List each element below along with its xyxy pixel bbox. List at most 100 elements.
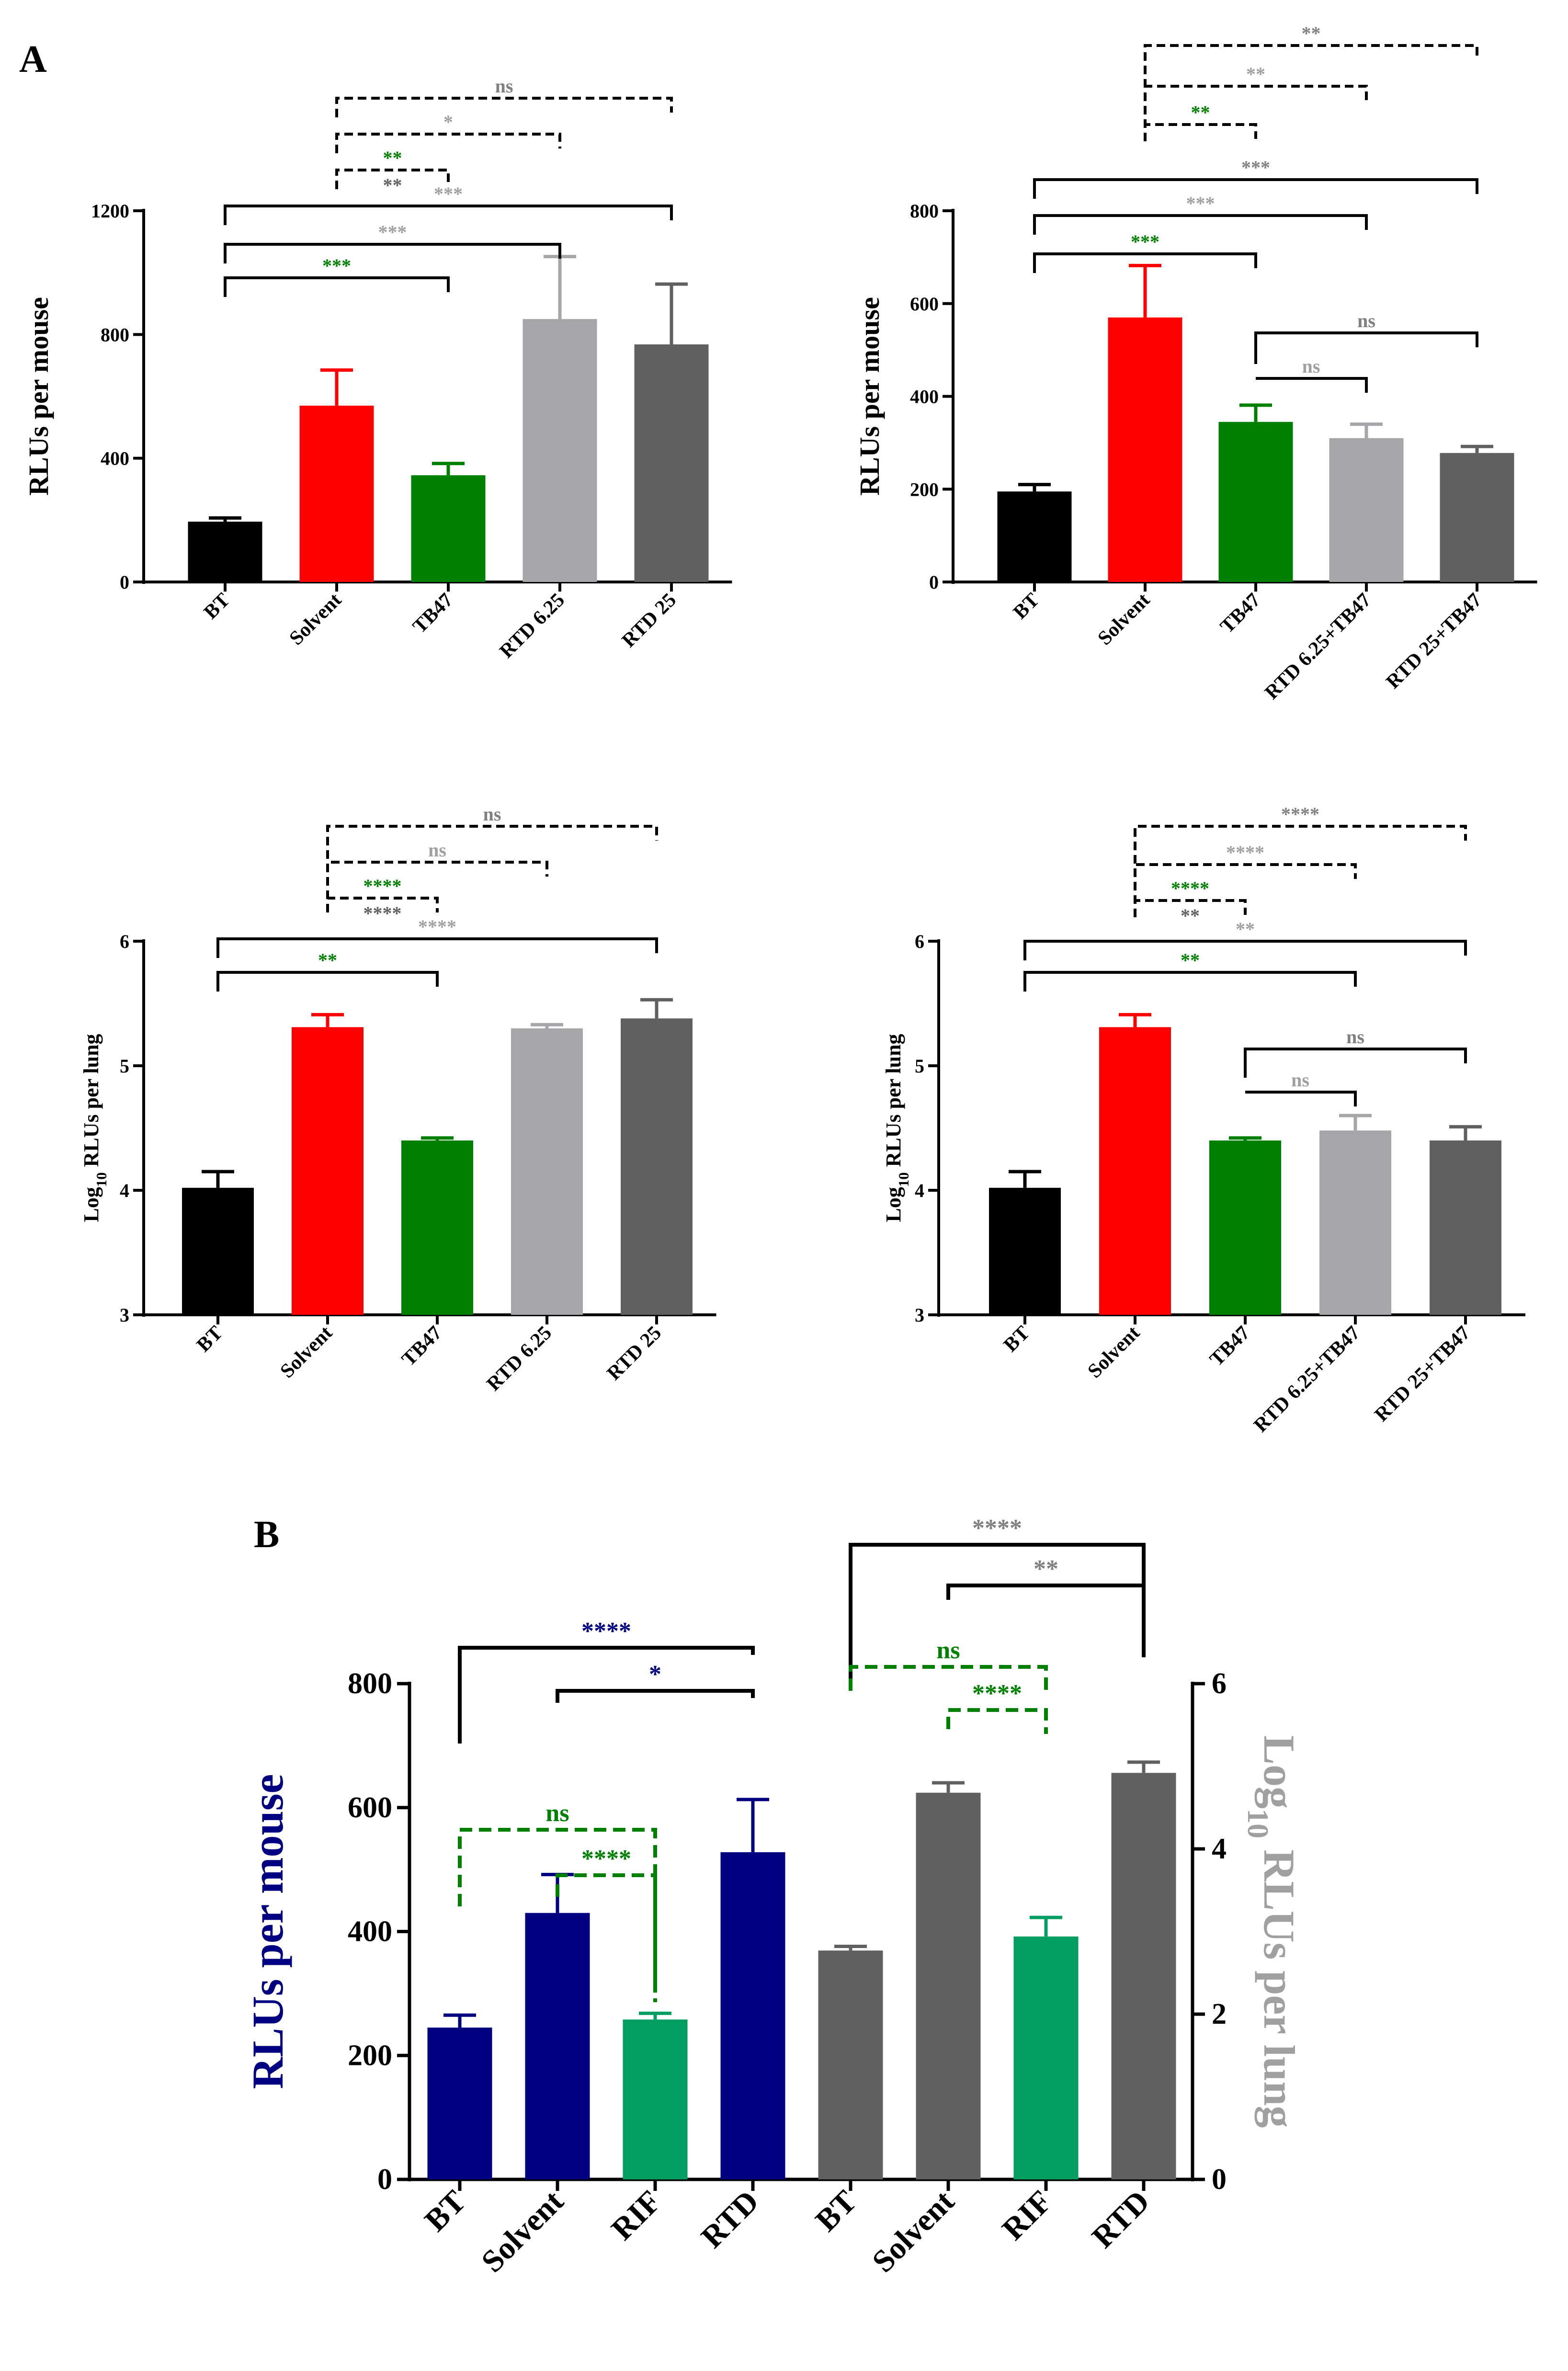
bar-4: [634, 344, 709, 582]
significance-bracket-7: [1256, 377, 1368, 393]
y-tick-label-right: 4: [1212, 1833, 1227, 1865]
significance-bracket-1: [556, 1689, 755, 1703]
significance-bracket-4: [849, 1543, 1146, 1691]
bar-5: [916, 1792, 981, 2179]
significance-label-2: **: [1191, 102, 1210, 123]
bar-group: [640, 998, 673, 1019]
significance-bracket-1: [1134, 863, 1357, 917]
y-axis-label: Log10 RLUs per lung: [882, 1034, 912, 1222]
x-tick-label: TB47: [409, 589, 457, 638]
significance-bracket-0: [458, 1646, 755, 1744]
bar-4: [621, 1018, 693, 1315]
significance-label-6: ns: [936, 1637, 960, 1664]
x-tick-label: RTD 6.25: [482, 1322, 556, 1396]
bar-2: [401, 1140, 473, 1315]
significance-label-3: ***: [1241, 157, 1270, 178]
bar-group: [639, 2011, 671, 2020]
significance-bracket-0: [326, 825, 658, 912]
significance-bracket-3: [335, 169, 450, 189]
bar-4: [818, 1950, 883, 2179]
bar-0: [188, 522, 262, 582]
significance-label-7: ns: [1302, 355, 1320, 377]
bar-1: [525, 1913, 590, 2179]
bar-1: [299, 405, 374, 582]
significance-bracket-6: [224, 276, 450, 297]
bar-group: [1018, 483, 1051, 492]
bar-group: [202, 1170, 234, 1188]
bar-0: [997, 491, 1072, 582]
significance-bracket-3: [1033, 178, 1478, 199]
y-tick-label: 5: [120, 1055, 129, 1077]
x-tick-label: RTD 25+TB47: [1382, 589, 1487, 694]
significance-label-6: ***: [322, 255, 351, 276]
y-tick-label-left: 400: [348, 1915, 392, 1948]
x-tick-label: RTD: [1085, 2184, 1157, 2255]
significance-label-4: ***: [434, 183, 463, 205]
x-tick-label: RTD 6.25+TB47: [1261, 589, 1375, 704]
significance-bracket-0: [1134, 825, 1467, 917]
chart-a2: 0 200 400 600 800 RLUs per mouse BT Solvent TB47…: [854, 23, 1537, 704]
bar-group: [1129, 263, 1161, 318]
y-tick-label: 800: [910, 200, 939, 222]
significance-label-7: ns: [1291, 1069, 1309, 1091]
y-axis-label: Log10 RLUs per lung: [80, 1034, 110, 1222]
significance-label-4: **: [1236, 918, 1255, 940]
significance-label-2: ****: [1171, 878, 1209, 899]
significance-bracket-0: [335, 97, 673, 117]
significance-label-0: ****: [1281, 803, 1319, 825]
significance-label-3: **: [1181, 905, 1200, 926]
x-tick-label: Solvent: [475, 2184, 570, 2279]
bar-group: [443, 2013, 476, 2028]
significance-label-1: *: [649, 1661, 661, 1688]
y-tick-label: 3: [915, 1304, 924, 1326]
y-tick-label: 400: [910, 386, 939, 408]
x-tick-label: RTD 25: [603, 1322, 666, 1385]
x-tick-label: Solvent: [276, 1322, 337, 1383]
bar-6: [1013, 1936, 1079, 2179]
bar-2: [411, 475, 486, 582]
significance-label-7: ****: [972, 1680, 1022, 1707]
y-tick-label: 6: [120, 931, 129, 952]
x-tick-label: TB47: [398, 1322, 446, 1371]
significance-label-5: ***: [378, 221, 407, 243]
bar-group: [320, 368, 353, 406]
bar-1: [292, 1027, 364, 1315]
y-label-rest: RLUs per lung: [80, 1034, 103, 1172]
y-label-subscript: 10: [896, 1172, 912, 1187]
significance-bracket-3: [326, 897, 439, 912]
significance-bracket-4: [224, 205, 673, 225]
significance-bracket-5: [946, 1584, 1146, 1600]
significance-bracket-1: [1144, 85, 1368, 141]
bar-1: [1108, 317, 1182, 582]
bar-group: [1339, 1114, 1372, 1131]
significance-label-2: **: [383, 147, 402, 169]
significance-bracket-6: [849, 1665, 1048, 1696]
significance-bracket-6: [1254, 331, 1478, 364]
bar-group: [1229, 1136, 1261, 1140]
significance-bracket-2: [458, 1828, 657, 2002]
significance-bracket-5: [216, 971, 439, 992]
y-axis-label-left: RLUs per mouse: [243, 1774, 292, 2089]
x-tick-label: BT: [193, 1322, 227, 1356]
bar-group: [311, 1013, 344, 1027]
x-tick-label: Solvent: [1093, 589, 1154, 650]
y-tick-label: 200: [910, 479, 939, 500]
y-tick-label: 4: [120, 1180, 129, 1201]
y-label-log: Log: [882, 1187, 905, 1222]
y-tick-label: 5: [915, 1055, 924, 1077]
x-tick-label: BT: [809, 2184, 864, 2238]
x-tick-label: TB47: [1216, 589, 1265, 638]
significance-label-5: ***: [1131, 231, 1159, 252]
bar-2: [1218, 422, 1293, 582]
bar-group: [544, 255, 576, 319]
y-tick-label-right: 2: [1212, 1998, 1227, 2030]
significance-label-6: ns: [1357, 310, 1375, 331]
bar-group: [1127, 1760, 1160, 1773]
bar-4: [1440, 453, 1514, 582]
x-tick-label: RIF: [996, 2184, 1059, 2247]
bar-0: [427, 2028, 492, 2179]
x-tick-label: RIF: [605, 2184, 668, 2247]
bar-7: [1111, 1773, 1176, 2179]
y-tick-label-left: 600: [348, 1791, 392, 1824]
